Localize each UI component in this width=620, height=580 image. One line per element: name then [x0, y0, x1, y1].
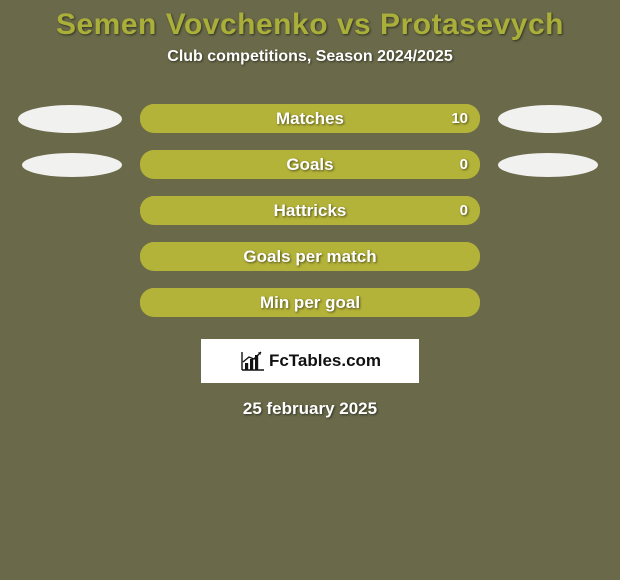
stat-bar: Goals per match	[140, 242, 480, 271]
stat-bar: Matches10	[140, 104, 480, 133]
logo-text: FcTables.com	[269, 351, 381, 371]
stat-value: 0	[460, 156, 468, 173]
stat-label: Min per goal	[140, 293, 480, 313]
stat-label: Hattricks	[140, 201, 480, 221]
page-title: Semen Vovchenko vs Protasevych	[0, 8, 620, 42]
date-label: 25 february 2025	[0, 399, 620, 419]
right-ellipse	[498, 105, 602, 133]
stat-label: Matches	[140, 109, 480, 129]
subtitle: Club competitions, Season 2024/2025	[0, 48, 620, 66]
stat-bar: Min per goal	[140, 288, 480, 317]
stat-row: Goals per match	[0, 242, 620, 271]
left-ellipse	[22, 153, 122, 177]
right-ellipse	[498, 153, 598, 177]
stat-row: Goals0	[0, 150, 620, 179]
stat-row: Matches10	[0, 104, 620, 133]
logo-box: FcTables.com	[201, 339, 419, 383]
stat-row: Min per goal	[0, 288, 620, 317]
stat-bar: Goals0	[140, 150, 480, 179]
left-ellipse	[18, 105, 122, 133]
container: Semen Vovchenko vs Protasevych Club comp…	[0, 0, 620, 580]
stat-value: 0	[460, 202, 468, 219]
stat-row: Hattricks0	[0, 196, 620, 225]
stat-label: Goals per match	[140, 247, 480, 267]
stat-rows: Matches10Goals0Hattricks0Goals per match…	[0, 104, 620, 317]
fctables-logo-icon	[239, 350, 265, 372]
stat-value: 10	[451, 110, 468, 127]
stat-bar: Hattricks0	[140, 196, 480, 225]
stat-label: Goals	[140, 155, 480, 175]
